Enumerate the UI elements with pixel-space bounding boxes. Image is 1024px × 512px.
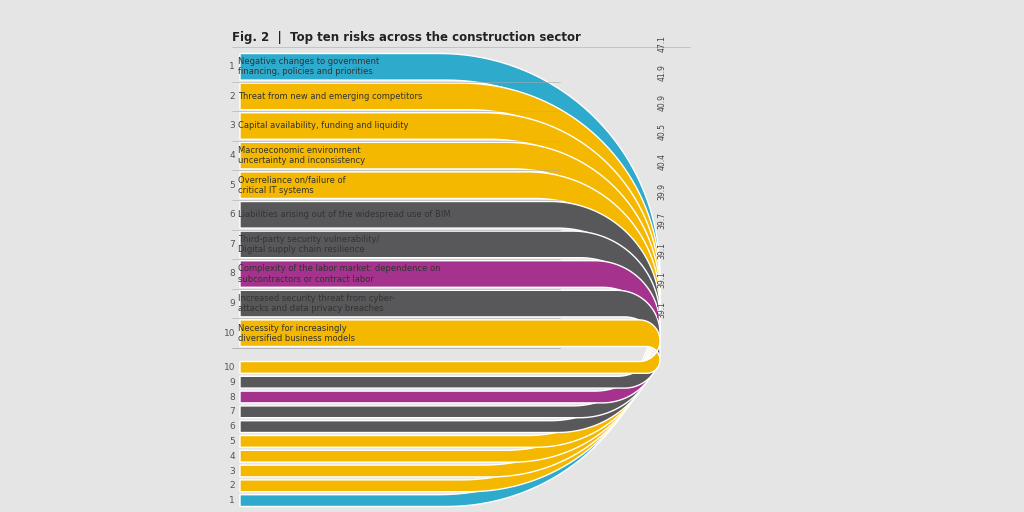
Text: Negative changes to government
financing, policies and priorities: Negative changes to government financing… (238, 57, 379, 76)
Polygon shape (240, 142, 660, 462)
Polygon shape (240, 83, 659, 492)
Polygon shape (240, 320, 660, 373)
Text: 39.7: 39.7 (657, 212, 667, 229)
Text: Fig. 2  |  Top ten risks across the construction sector: Fig. 2 | Top ten risks across the constr… (232, 31, 581, 44)
Text: 47.1: 47.1 (657, 35, 667, 52)
Text: 4: 4 (229, 452, 234, 461)
Text: 3: 3 (229, 466, 234, 476)
Polygon shape (240, 261, 660, 403)
Text: Increased security threat from cyber-
attacks and data privacy breaches: Increased security threat from cyber- at… (238, 294, 395, 313)
Polygon shape (240, 53, 659, 506)
Text: 8: 8 (229, 269, 234, 279)
Text: 41.9: 41.9 (657, 64, 667, 81)
Text: 5: 5 (229, 181, 234, 190)
Text: 6: 6 (229, 210, 234, 219)
Text: 4: 4 (229, 151, 234, 160)
Text: Overreliance on/failure of
critical IT systems: Overreliance on/failure of critical IT s… (238, 176, 346, 195)
Text: 10: 10 (223, 363, 234, 372)
Text: 6: 6 (229, 422, 234, 431)
Text: 7: 7 (229, 240, 234, 249)
Text: Threat from new and emerging competitors: Threat from new and emerging competitors (238, 92, 422, 101)
Text: 9: 9 (229, 299, 234, 308)
Text: Capital availability, funding and liquidity: Capital availability, funding and liquid… (238, 121, 409, 131)
Text: Third-party security vulnerability/
Digital supply chain resilience: Third-party security vulnerability/ Digi… (238, 234, 379, 254)
Polygon shape (240, 202, 660, 433)
Text: 2: 2 (229, 92, 234, 101)
Text: Macroeconomic environment
uncertainty and inconsistency: Macroeconomic environment uncertainty an… (238, 146, 366, 165)
Polygon shape (240, 172, 660, 447)
Text: Complexity of the labor market: dependence on
subcontractors or contract labor: Complexity of the labor market: dependen… (238, 264, 440, 284)
Text: 2: 2 (229, 481, 234, 490)
Text: 9: 9 (229, 378, 234, 387)
Text: 40.9: 40.9 (657, 94, 667, 111)
Text: 1: 1 (229, 62, 234, 71)
Text: 39.1: 39.1 (657, 271, 667, 288)
Text: 7: 7 (229, 408, 234, 416)
Text: 39.9: 39.9 (657, 182, 667, 200)
Text: 8: 8 (229, 393, 234, 401)
Text: Necessity for increasingly
diversified business models: Necessity for increasingly diversified b… (238, 324, 355, 343)
Text: 5: 5 (229, 437, 234, 446)
Text: 39.1: 39.1 (657, 301, 667, 318)
Text: 39.1: 39.1 (657, 242, 667, 259)
Text: Liabilities arising out of the widespread use of BIM: Liabilities arising out of the widesprea… (238, 210, 451, 219)
Text: 10: 10 (223, 329, 234, 338)
Polygon shape (240, 113, 659, 477)
Text: 40.5: 40.5 (657, 123, 667, 140)
Text: 3: 3 (229, 121, 234, 131)
Text: 40.4: 40.4 (657, 153, 667, 170)
Polygon shape (240, 290, 660, 388)
Text: 1: 1 (229, 496, 234, 505)
Polygon shape (240, 231, 660, 418)
